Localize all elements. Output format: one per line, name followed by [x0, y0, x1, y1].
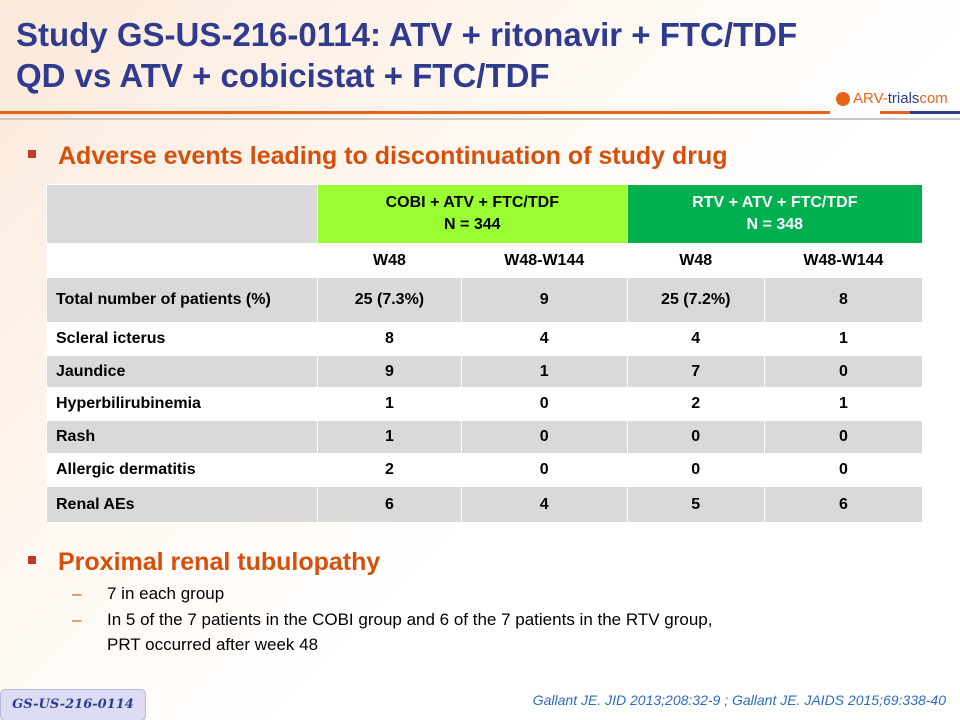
arv-trials-logo: ARV-trialscom — [832, 90, 952, 107]
subheader: W48-W144 — [763, 243, 924, 278]
cell-value: 7 — [626, 355, 765, 388]
group-n: N = 344 — [444, 216, 501, 233]
group-header-rtv: RTV + ATV + FTC/TDF N = 348 — [626, 184, 924, 244]
dash: – — [72, 584, 82, 603]
group-header-cobi: COBI + ATV + FTC/TDF N = 344 — [317, 184, 628, 244]
logo-text: ARV- — [853, 90, 888, 107]
divider-orange — [0, 111, 830, 114]
bullet-adverse-events: Adverse events leading to discontinuatio… — [28, 142, 728, 171]
logo-text: trials — [887, 90, 920, 107]
row-label: Hyperbilirubinemia — [46, 387, 318, 421]
cell-value: 0 — [460, 453, 628, 487]
row-label: Rash — [46, 420, 318, 454]
cell-value: 8 — [763, 277, 924, 323]
row-label: Allergic dermatitis — [46, 453, 318, 487]
cell-value: 1 — [317, 420, 462, 454]
cell-value: 2 — [317, 453, 462, 487]
table-row: Jaundice 9 1 7 0 — [46, 355, 924, 388]
table-row: Scleral icterus 8 4 4 1 — [46, 322, 924, 356]
cell-value: 2 — [626, 387, 765, 421]
row-label: Renal AEs — [46, 486, 318, 523]
cell-value: 6 — [317, 486, 462, 523]
group-name: COBI + ATV + FTC/TDF — [385, 194, 559, 211]
table-row: Total number of patients (%) 25 (7.3%) 9 25… — [46, 277, 924, 323]
table-row: Renal AEs 6 4 5 6 — [46, 486, 924, 523]
row-label: Total number of patients (%) — [46, 277, 318, 323]
cell-value: 8 — [317, 322, 462, 356]
title-line-2: QD vs ATV + cobicistat + FTC/TDF — [16, 57, 550, 94]
bullet-prt: Proximal renal tubulopathy — [28, 548, 380, 577]
subheader: W48 — [626, 243, 765, 278]
table-row: Hyperbilirubinemia 1 0 2 1 — [46, 387, 924, 421]
divider-blue — [910, 111, 960, 114]
sub-text: 7 in each group — [107, 584, 225, 603]
cell-value: 1 — [317, 387, 462, 421]
cell-value: 0 — [763, 355, 924, 388]
pill-icon — [836, 92, 850, 107]
cell-value: 0 — [460, 387, 628, 421]
sub-text: In 5 of the 7 patients in the COBI group… — [107, 610, 713, 629]
cell-value: 25 (7.3%) — [317, 277, 462, 323]
row-label: Jaundice — [46, 355, 318, 388]
cell-value: 9 — [317, 355, 462, 388]
divider-gray — [0, 118, 960, 120]
title-line-1: Study GS-US-216-0114: ATV + ritonavir + … — [16, 16, 798, 53]
cell-value: 1 — [763, 322, 924, 356]
table-row: Rash 1 0 0 0 — [46, 420, 924, 454]
bullet-square-icon — [28, 556, 36, 565]
slide-title: Study GS-US-216-0114: ATV + ritonavir + … — [16, 14, 797, 96]
cell-value: 0 — [626, 453, 765, 487]
sub-item: – In 5 of the 7 patients in the COBI grou… — [72, 607, 712, 657]
subheader: W48-W144 — [460, 243, 628, 278]
cell-value: 4 — [460, 322, 628, 356]
divider-orange-2 — [880, 111, 910, 114]
cell-value: 9 — [460, 277, 628, 323]
sub-item: – 7 in each group — [72, 581, 224, 606]
cell-value: 4 — [626, 322, 765, 356]
subheader: W48 — [317, 243, 462, 278]
dash: – — [72, 610, 82, 629]
sub-text: PRT occurred after week 48 — [107, 635, 319, 654]
bullet-text: Adverse events leading to discontinuatio… — [58, 142, 728, 170]
group-n: N = 348 — [746, 216, 804, 233]
cell-value: 6 — [763, 486, 924, 523]
bullet-square-icon — [28, 150, 36, 159]
cell-value: 5 — [626, 486, 765, 523]
table-corner — [46, 184, 318, 244]
cell-value: 1 — [763, 387, 924, 421]
cell-value: 25 (7.2%) — [626, 277, 765, 323]
adverse-events-table: COBI + ATV + FTC/TDF N = 344 RTV + ATV + … — [46, 184, 924, 523]
cell-value: 1 — [460, 355, 628, 388]
bullet-text: Proximal renal tubulopathy — [58, 548, 381, 576]
logo-text: com — [919, 90, 948, 107]
group-name: RTV + ATV + FTC/TDF — [692, 194, 858, 211]
cell-value: 0 — [763, 453, 924, 487]
cell-value: 4 — [460, 486, 628, 523]
sub-corner — [46, 243, 318, 278]
row-label: Scleral icterus — [46, 322, 318, 356]
cell-value: 0 — [460, 420, 628, 454]
table-row: Allergic dermatitis 2 0 0 0 — [46, 453, 924, 487]
cell-value: 0 — [626, 420, 765, 454]
reference: Gallant JE. JID 2013;208:32-9 ; Gallant … — [532, 692, 946, 708]
cell-value: 0 — [763, 420, 924, 454]
study-badge: GS-US-216-0114 — [0, 689, 146, 720]
